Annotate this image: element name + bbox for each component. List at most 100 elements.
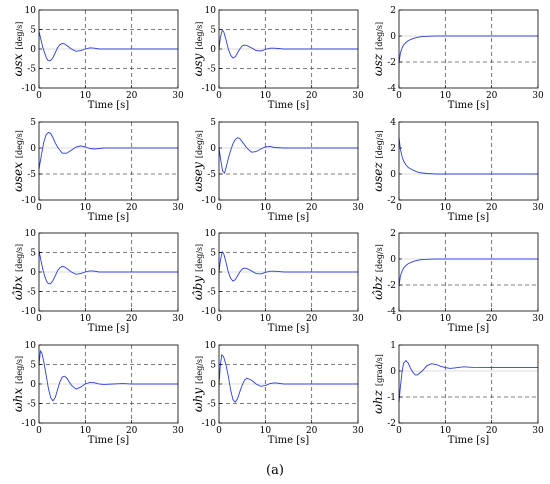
y-tick-label: 10 [25,6,37,16]
series-line [218,137,358,174]
y-tick-label: 0 [30,144,36,154]
x-axis-label: Time [s] [448,212,489,223]
y-tick-label: 0 [390,255,396,265]
x-axis-label: Time [s] [448,100,489,111]
y-axis-unit: [deg/s] [195,244,204,272]
x-tick-label: 30 [172,91,184,101]
x-tick-label: 10 [80,91,92,101]
y-tick-label: -5 [207,288,216,298]
x-tick-label: 0 [216,314,222,324]
y-tick-label: -10 [22,419,37,429]
y-axis-symbol: ωhz [371,389,385,414]
y-tick-label: -10 [22,84,37,94]
y-axis-label: ωsex [deg/s] [11,130,25,192]
y-tick-label: -5 [207,65,216,75]
x-tick-label: 20 [486,203,498,213]
y-tick-label: 4 [390,118,396,128]
y-axis-label: ωsez [deg/s] [371,130,385,191]
y-axis-symbol: ωsez [371,162,385,192]
x-tick-label: 10 [440,314,452,324]
y-tick-label: -10 [22,307,37,317]
y-tick-label: 2 [390,6,396,16]
y-tick-label: 0 [210,45,216,55]
y-axis-symbol: ωsey [191,162,205,192]
x-tick-label: 10 [260,426,272,436]
x-tick-label: 0 [36,91,42,101]
x-tick-label: 30 [532,426,544,436]
y-tick-label: -2 [387,58,396,68]
x-axis-label: Time [s] [88,323,129,334]
y-tick-label: -4 [387,84,396,94]
x-tick-label: 10 [260,203,272,213]
y-tick-label: 0 [30,45,36,55]
y-axis-unit: [grad/s] [375,354,384,386]
series-line [38,349,178,402]
y-tick-label: 10 [205,341,217,351]
y-tick-label: 0 [210,380,216,390]
y-axis-label: ω̂by [deg/s] [191,244,205,300]
x-tick-label: 10 [260,314,272,324]
y-tick-label: -5 [27,400,36,410]
x-tick-label: 10 [440,203,452,213]
y-axis-label: ωsx [deg/s] [11,22,25,77]
subplot-4: 0 10 20 30 -10 -5 0 5 Time [s] ωsex [deg/s] [11,118,184,223]
y-tick-label: 5 [30,26,36,36]
x-axis-label: Time [s] [88,435,129,446]
x-tick-label: 10 [80,314,92,324]
x-tick-label: 0 [216,91,222,101]
x-tick-label: 0 [396,91,402,101]
x-axis-label: Time [s] [268,212,309,223]
x-tick-label: 10 [440,426,452,436]
y-axis-label: ωhx [deg/s] [11,356,25,412]
y-tick-label: 5 [210,118,216,128]
x-tick-label: 0 [216,426,222,436]
y-tick-label: 5 [30,118,36,128]
y-tick-label: 0 [390,367,396,377]
series-line [218,250,358,282]
x-tick-label: 0 [36,426,42,436]
y-axis-symbol: ωsx [11,53,25,76]
y-tick-label: 2 [390,229,396,239]
figure-caption: (a) [266,463,284,478]
x-tick-label: 20 [126,203,138,213]
axes-frame [398,232,539,312]
series-line [398,258,538,287]
y-tick-label: 2 [390,144,396,154]
x-axis-label: Time [s] [88,100,129,111]
subplot-12: 0 10 20 30 -2 -1 0 1 Time [s] ωhz [grad/s] [371,341,544,446]
y-tick-label: -5 [207,400,216,410]
y-tick-label: -1 [387,393,396,403]
y-axis-unit: [deg/s] [195,22,204,50]
y-tick-label: -5 [27,288,36,298]
subplot-5: 0 10 20 30 -10 -5 0 5 Time [s] ωsey [deg/s] [191,118,364,223]
y-axis-symbol: ωsex [11,162,25,192]
series-line [218,353,358,404]
y-axis-label: ωsz [deg/s] [371,22,385,76]
y-tick-label: -10 [22,196,37,206]
y-tick-label: 5 [210,26,216,36]
y-axis-unit: [deg/s] [15,130,24,158]
x-axis-label: Time [s] [268,323,309,334]
x-tick-label: 10 [260,91,272,101]
y-tick-label: 5 [210,361,216,371]
y-tick-label: 0 [390,32,396,42]
x-tick-label: 30 [532,91,544,101]
y-tick-label: -2 [387,419,396,429]
y-axis-unit: [deg/s] [15,244,24,272]
y-tick-label: 1 [390,341,396,351]
y-axis-label: ωhz [grad/s] [371,354,385,414]
series-line [38,250,178,285]
x-tick-label: 20 [306,314,318,324]
x-tick-label: 20 [486,426,498,436]
y-tick-label: -5 [27,65,36,75]
y-tick-label: -10 [202,419,217,429]
x-axis-label: Time [s] [88,212,129,223]
y-tick-label: -10 [202,307,217,317]
x-tick-label: 30 [172,314,184,324]
y-tick-label: 0 [210,268,216,278]
